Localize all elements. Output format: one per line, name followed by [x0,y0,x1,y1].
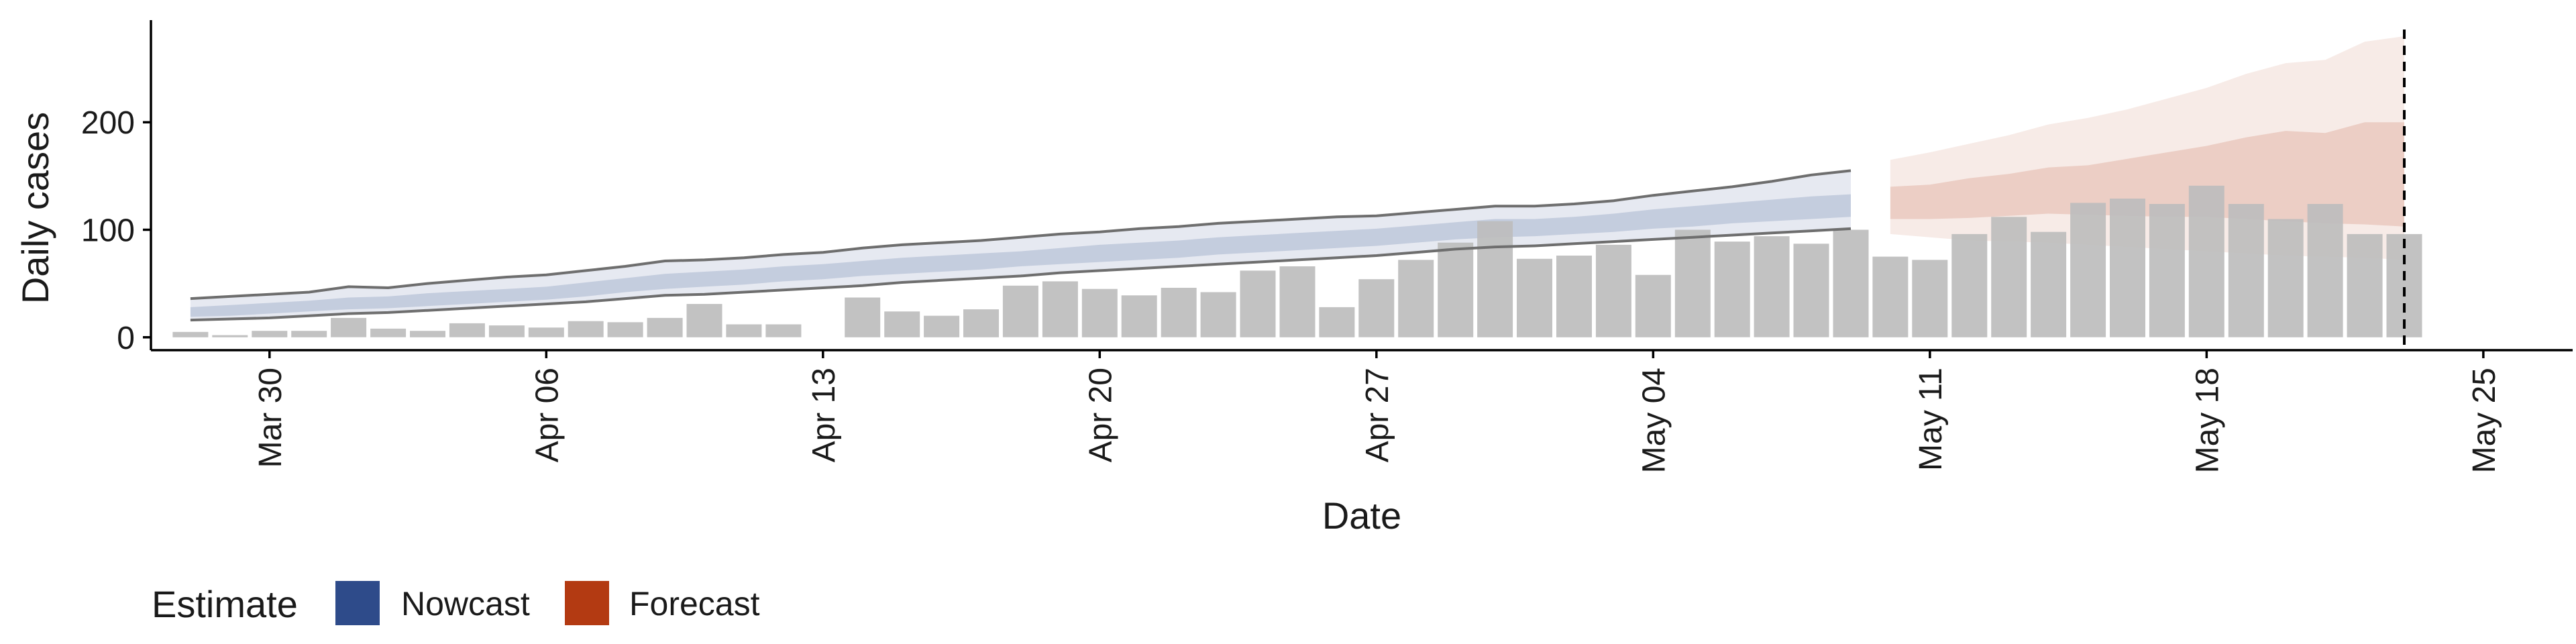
x-axis-ticks: Mar 30 Apr 06 Apr 13 Apr 20 Apr 27 May 04 May … [253,350,2502,473]
observed-cases-bar [1595,244,1631,337]
nowcast-upper-line [190,169,1851,301]
observed-cases-bar [607,322,643,337]
observed-cases-bar [1358,279,1395,337]
observed-cases-bar [1200,292,1236,337]
observed-cases-bar [2188,185,2224,337]
x-tick-label: Apr 20 [1083,368,1118,462]
observed-cases-bar [1991,217,2027,337]
observed-cases-bar [172,331,209,337]
legend-label-forecast: Forecast [629,585,760,623]
observed-cases-bar [528,327,564,337]
x-tick-label: Apr 13 [806,368,842,462]
observed-cases-bar [845,297,881,337]
nowcast-lower-line [190,227,1851,322]
x-axis-title: Date [1322,494,1401,537]
observed-cases-bar [2267,219,2304,337]
observed-cases-bar [2070,203,2106,337]
observed-cases-bar [1042,281,1078,337]
nowcast-band-50 [190,194,1851,317]
observed-cases-bar [1002,285,1038,337]
observed-cases-bar [212,335,248,337]
observed-cases-bar [1319,307,1355,337]
observed-cases-bar [1121,295,1157,337]
observed-cases-bar [488,325,525,337]
legend-title: Estimate [152,583,298,625]
estimate-bands [190,36,2404,321]
y-tick-label: 0 [117,321,135,356]
x-tick-label: Apr 06 [529,368,565,462]
observed-cases-bar [2110,199,2145,337]
x-tick-label: May 11 [1913,368,1949,471]
x-tick-label: May 25 [2467,368,2502,473]
observed-cases-bar [1279,266,1316,337]
observed-cases-bar [1754,236,1790,337]
x-tick-label: Apr 27 [1360,368,1395,462]
observed-cases-bar [2031,231,2067,337]
observed-cases-bar [252,331,288,337]
observed-cases-bar [1438,242,1474,337]
observed-cases-bar [1477,221,1513,337]
observed-cases-bar [1161,288,1197,337]
observed-cases-bar [765,324,802,337]
observed-cases-bar [1833,229,1869,337]
legend-label-nowcast: Nowcast [401,585,530,623]
observed-cases-bar [2149,204,2185,337]
y-tick-label: 100 [81,213,135,249]
legend: Estimate Nowcast Forecast [152,581,760,625]
y-axis-ticks: 0 100 200 [81,105,151,356]
x-tick-label: Mar 30 [253,368,288,468]
observed-cases-bar [884,311,920,337]
observed-cases-bar [924,315,960,337]
y-tick-label: 200 [81,105,135,141]
observed-cases-bar [449,323,485,337]
observed-cases-bar [1398,260,1434,337]
y-axis-title: Daily cases [14,112,56,304]
observed-cases-bar [686,304,722,337]
observed-cases-bar [1872,256,1909,337]
nowcast-band-90 [190,170,1851,321]
nowcast-interval-lines [190,169,1851,322]
observed-cases-bar [2228,204,2264,337]
observed-cases-bar [1793,244,1829,337]
forecast-band-50 [1890,122,2404,227]
observed-cases-bar [1517,258,1552,337]
x-tick-label: May 04 [1636,368,1672,473]
legend-swatch-nowcast [335,581,380,625]
observed-cases-bar [1674,229,1711,337]
observed-cases-bar [568,321,604,337]
observed-cases-bar [1714,241,1750,337]
legend-swatch-forecast [565,581,609,625]
observed-cases-bar [1951,233,1988,337]
observed-cases-bar [370,328,407,337]
observed-cases-bar [726,324,762,337]
observed-cases-bar [2347,233,2383,337]
observed-cases-bar [410,331,445,337]
observed-cases-bar [331,317,367,337]
observed-cases-bar [1912,260,1948,337]
x-tick-label: May 18 [2190,368,2225,473]
observed-cases-bar [963,309,999,337]
observed-cases-bar [1556,256,1592,337]
observed-cases-bar [291,331,327,337]
observed-cases-bar [1240,270,1276,337]
observed-cases-bar [1635,274,1671,337]
observed-cases-bar [2307,204,2343,337]
observed-cases-bar [1081,288,1118,337]
observed-cases-bar [647,317,683,337]
observed-case-bars [172,185,2422,337]
forecast-band-90 [1890,36,2404,260]
